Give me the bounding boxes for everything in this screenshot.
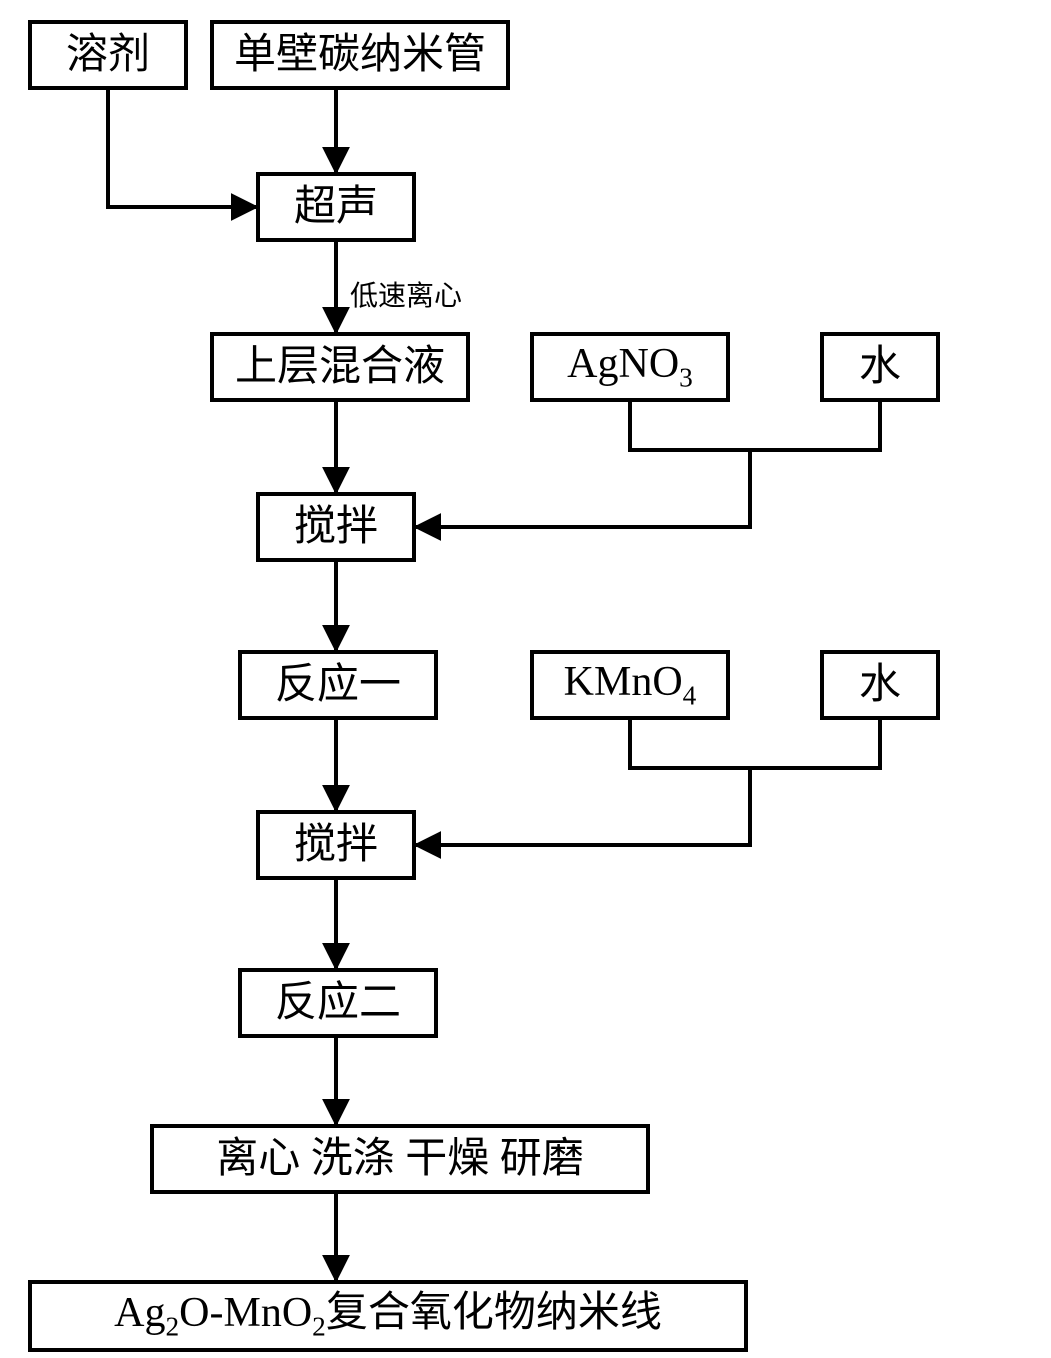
node-label: 搅拌 [294,824,378,866]
node-swcnt: 单壁碳纳米管 [210,20,510,90]
node-ultrasonic: 超声 [256,172,416,242]
node-label: 搅拌 [294,506,378,548]
node-agno3: AgNO3 [530,332,730,402]
edge-label-text: 低速离心 [350,281,462,312]
node-water-2: 水 [820,650,940,720]
node-reaction-2: 反应二 [238,968,438,1038]
node-stir-2: 搅拌 [256,810,416,880]
node-label: KMnO4 [564,661,697,710]
node-water-1: 水 [820,332,940,402]
node-reaction-1: 反应一 [238,650,438,720]
node-label: 上层混合液 [235,346,445,388]
node-label: 反应二 [275,982,401,1024]
edge-label-centrifuge: 低速离心 [350,274,462,314]
node-wash: 离心 洗涤 干燥 研磨 [150,1124,650,1194]
node-label: 反应一 [275,664,401,706]
flowchart-canvas: 溶剂 单壁碳纳米管 超声 上层混合液 AgNO3 水 搅拌 反应一 KMnO4 … [0,0,1051,1358]
node-upper-mixture: 上层混合液 [210,332,470,402]
node-label: 单壁碳纳米管 [234,34,486,76]
node-stir-1: 搅拌 [256,492,416,562]
node-kmno4: KMnO4 [530,650,730,720]
node-label: Ag2O-MnO2复合氧化物纳米线 [114,1292,662,1341]
node-product: Ag2O-MnO2复合氧化物纳米线 [28,1280,748,1352]
node-label: 超声 [294,186,378,228]
node-label: 水 [859,346,901,388]
node-solvent: 溶剂 [28,20,188,90]
node-label: AgNO3 [567,343,693,392]
node-label: 离心 洗涤 干燥 研磨 [216,1138,584,1180]
node-label: 溶剂 [66,34,150,76]
node-label: 水 [859,664,901,706]
